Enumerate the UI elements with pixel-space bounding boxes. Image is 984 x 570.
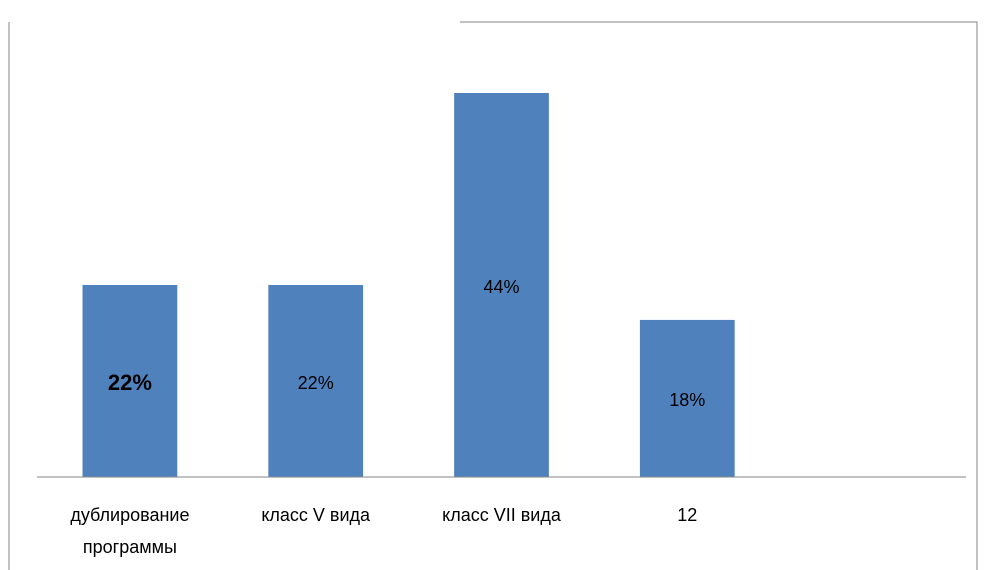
x-tick-label: дублирование программы (70, 505, 189, 557)
data-label: 44% (483, 277, 519, 297)
data-label: 18% (669, 390, 705, 410)
data-label: 22% (108, 370, 152, 395)
x-tick-label: класс VII вида (442, 505, 562, 525)
bar (639, 319, 735, 477)
bar (454, 93, 549, 477)
x-tick-label: класс V вида (261, 505, 371, 525)
bar (82, 285, 178, 477)
x-tick-label: 12 (677, 505, 697, 525)
bar (268, 285, 364, 477)
data-label: 22% (298, 373, 334, 393)
chart-frame (8, 21, 978, 570)
